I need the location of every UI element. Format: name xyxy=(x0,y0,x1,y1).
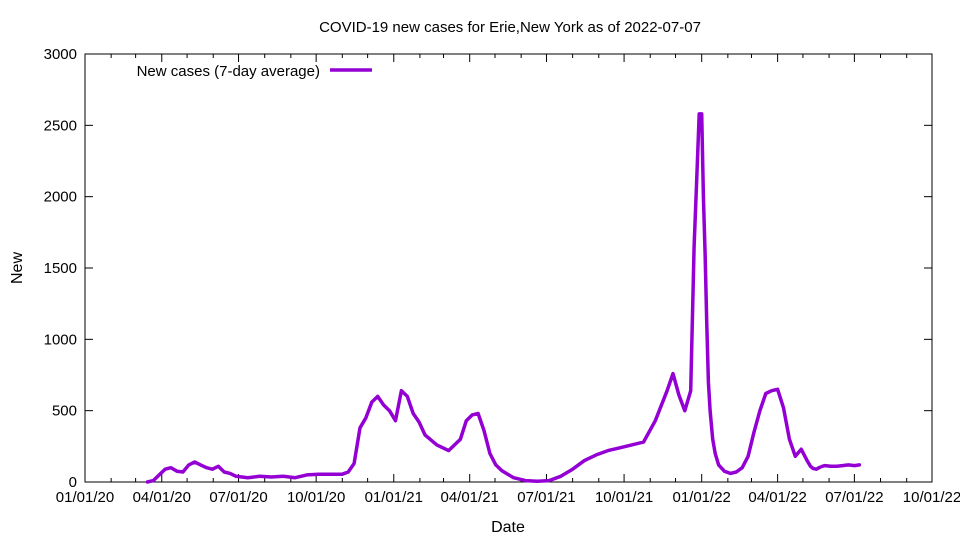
x-tick-label: 04/01/20 xyxy=(133,489,191,506)
y-axis-label: New xyxy=(9,252,26,284)
plot-frame xyxy=(84,53,933,483)
y-tick-label: 0 xyxy=(69,474,77,491)
x-tick-label: 01/01/22 xyxy=(672,489,730,506)
x-tick-label: 04/01/21 xyxy=(440,489,498,506)
x-axis-label: Date xyxy=(491,519,525,536)
x-tick-label: 07/01/22 xyxy=(825,489,883,506)
legend-label: New cases (7-day average) xyxy=(137,63,320,80)
x-tick-label: 10/01/22 xyxy=(903,489,960,506)
x-tick-label: 01/01/20 xyxy=(56,489,114,506)
legend: New cases (7-day average) xyxy=(137,63,372,80)
y-tick-label: 1500 xyxy=(44,260,77,277)
x-tick-label: 10/01/20 xyxy=(287,489,345,506)
x-tick-label: 10/01/21 xyxy=(595,489,653,506)
y-tick-label: 2000 xyxy=(44,189,77,206)
y-tick-label: 1000 xyxy=(44,331,77,348)
chart-title: COVID-19 new cases for Erie,New York as … xyxy=(319,19,701,36)
series-line xyxy=(145,112,862,484)
x-tick-label: 04/01/22 xyxy=(748,489,806,506)
x-axis-ticks: 01/01/20 04/01/20 07/01/20 10/01/20 01/01/21… xyxy=(56,54,960,506)
x-tick-label: 07/01/21 xyxy=(517,489,575,506)
y-tick-label: 2500 xyxy=(44,117,77,134)
x-tick-label: 01/01/21 xyxy=(365,489,423,506)
y-tick-label: 3000 xyxy=(44,46,77,63)
y-axis-ticks: 0 500 1000 1500 2000 2500 3000 xyxy=(44,46,932,491)
x-tick-label: 07/01/20 xyxy=(209,489,267,506)
y-tick-label: 500 xyxy=(52,403,77,420)
